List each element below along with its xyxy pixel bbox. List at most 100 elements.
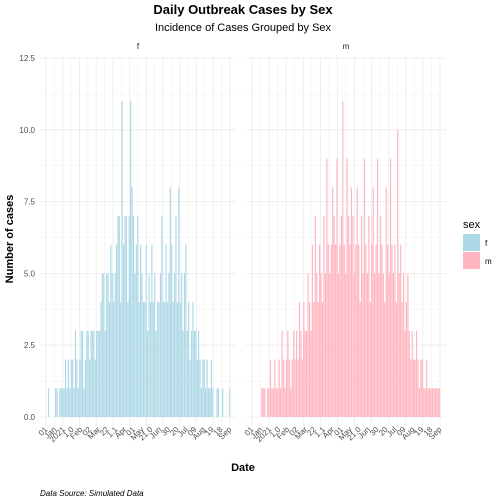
bar-m-20	[282, 359, 285, 417]
bar-f-52	[121, 101, 123, 417]
bar-m-40	[311, 244, 314, 417]
bar-m-124	[433, 388, 435, 417]
bar-m-35	[304, 330, 306, 417]
bar-m-27	[293, 330, 295, 417]
bar-f-11	[63, 388, 65, 417]
bar-m-110	[413, 359, 415, 417]
bar-m-115	[420, 359, 422, 417]
legend-key-f	[463, 234, 480, 251]
bar-m-9	[267, 388, 269, 417]
bar-m-104	[404, 330, 406, 417]
bar-m-42	[314, 215, 316, 417]
bar-m-55	[333, 215, 335, 417]
bar-m-68	[352, 215, 354, 417]
bar-m-32	[300, 330, 302, 417]
bar-f-39	[103, 273, 105, 417]
bar-m-24	[288, 359, 290, 417]
bar-f-96	[183, 273, 186, 417]
bar-f-116	[212, 388, 214, 417]
bar-f-6	[56, 388, 58, 417]
bar-f-102	[192, 302, 194, 417]
y-tick-label: 0.0	[24, 413, 36, 422]
bar-f-89	[173, 273, 176, 417]
bar-m-21	[284, 388, 286, 417]
bar-f-115	[210, 359, 212, 417]
bar-f-32	[93, 330, 95, 417]
bar-f-64	[138, 302, 140, 417]
bar-f-19	[74, 330, 77, 417]
bar-m-122	[430, 388, 432, 417]
bar-f-45	[111, 273, 113, 417]
bar-f-80	[161, 215, 163, 417]
bar-f-10	[62, 388, 64, 417]
bar-m-84	[375, 244, 377, 417]
bar-m-45	[319, 244, 321, 417]
legend-label-m: m	[485, 257, 492, 266]
bar-m-86	[378, 273, 380, 417]
bar-f-29	[89, 359, 91, 417]
bar-m-95	[391, 244, 393, 417]
bar-m-79	[368, 215, 370, 417]
bar-m-93	[388, 273, 390, 417]
bar-f-87	[171, 244, 173, 417]
bar-m-6	[262, 388, 264, 417]
bar-m-70	[355, 244, 357, 417]
bar-m-13	[272, 388, 274, 417]
bar-m-80	[369, 302, 371, 417]
bar-m-112	[415, 330, 418, 417]
bar-f-43	[108, 302, 111, 417]
y-axis-title: Number of cases	[4, 195, 16, 284]
bar-m-117	[423, 388, 425, 417]
bar-f-36	[98, 330, 101, 417]
bar-f-76	[155, 330, 157, 417]
bar-m-36	[306, 330, 308, 417]
bar-m-102	[401, 302, 403, 417]
bar-m-107	[408, 330, 410, 417]
bar-m-119	[426, 359, 428, 417]
chart-title: Daily Outbreak Cases by Sex	[153, 2, 333, 17]
bar-f-18	[73, 388, 75, 417]
bar-m-60	[340, 215, 342, 417]
bar-f-34	[96, 330, 98, 417]
bar-m-7	[264, 388, 266, 417]
bar-f-31	[91, 330, 94, 417]
bar-f-5	[55, 388, 57, 417]
bar-m-16	[277, 388, 279, 417]
bar-m-106	[407, 273, 409, 417]
bar-f-123	[222, 388, 224, 417]
bar-m-101	[400, 244, 402, 417]
bar-m-99	[397, 129, 399, 418]
x-axis-title: Date	[231, 462, 255, 474]
bar-f-97	[185, 244, 187, 417]
facet-panels: f01Jan20211.0Feb02Mar221.1Apr01May21.0Ju…	[19, 42, 446, 444]
bar-f-74	[152, 302, 154, 417]
bar-m-50	[326, 158, 328, 417]
bar-m-114	[418, 388, 421, 417]
bar-f-95	[182, 330, 184, 417]
bar-f-12	[64, 359, 67, 417]
bar-f-63	[137, 215, 139, 417]
bar-m-54	[332, 187, 334, 417]
bar-m-87	[379, 215, 382, 417]
bar-m-29	[295, 330, 298, 417]
bar-m-77	[365, 244, 367, 417]
bar-m-126	[436, 388, 438, 417]
bar-f-40	[104, 330, 106, 417]
bar-m-69	[353, 273, 355, 417]
bar-f-111	[205, 388, 207, 417]
chart-subtitle: Incidence of Cases Grouped by Sex	[155, 22, 332, 34]
bar-f-41	[106, 273, 108, 417]
bar-m-65	[348, 215, 350, 417]
bar-f-47	[114, 273, 116, 417]
bar-f-33	[94, 359, 96, 417]
bar-f-8	[59, 388, 61, 417]
bar-f-73	[151, 244, 153, 417]
bar-f-42	[107, 273, 109, 417]
bar-m-118	[424, 388, 426, 417]
bar-m-111	[414, 359, 416, 417]
bar-f-79	[159, 273, 161, 417]
bar-m-28	[294, 359, 296, 417]
bar-m-103	[402, 273, 405, 417]
bar-m-81	[371, 244, 373, 417]
